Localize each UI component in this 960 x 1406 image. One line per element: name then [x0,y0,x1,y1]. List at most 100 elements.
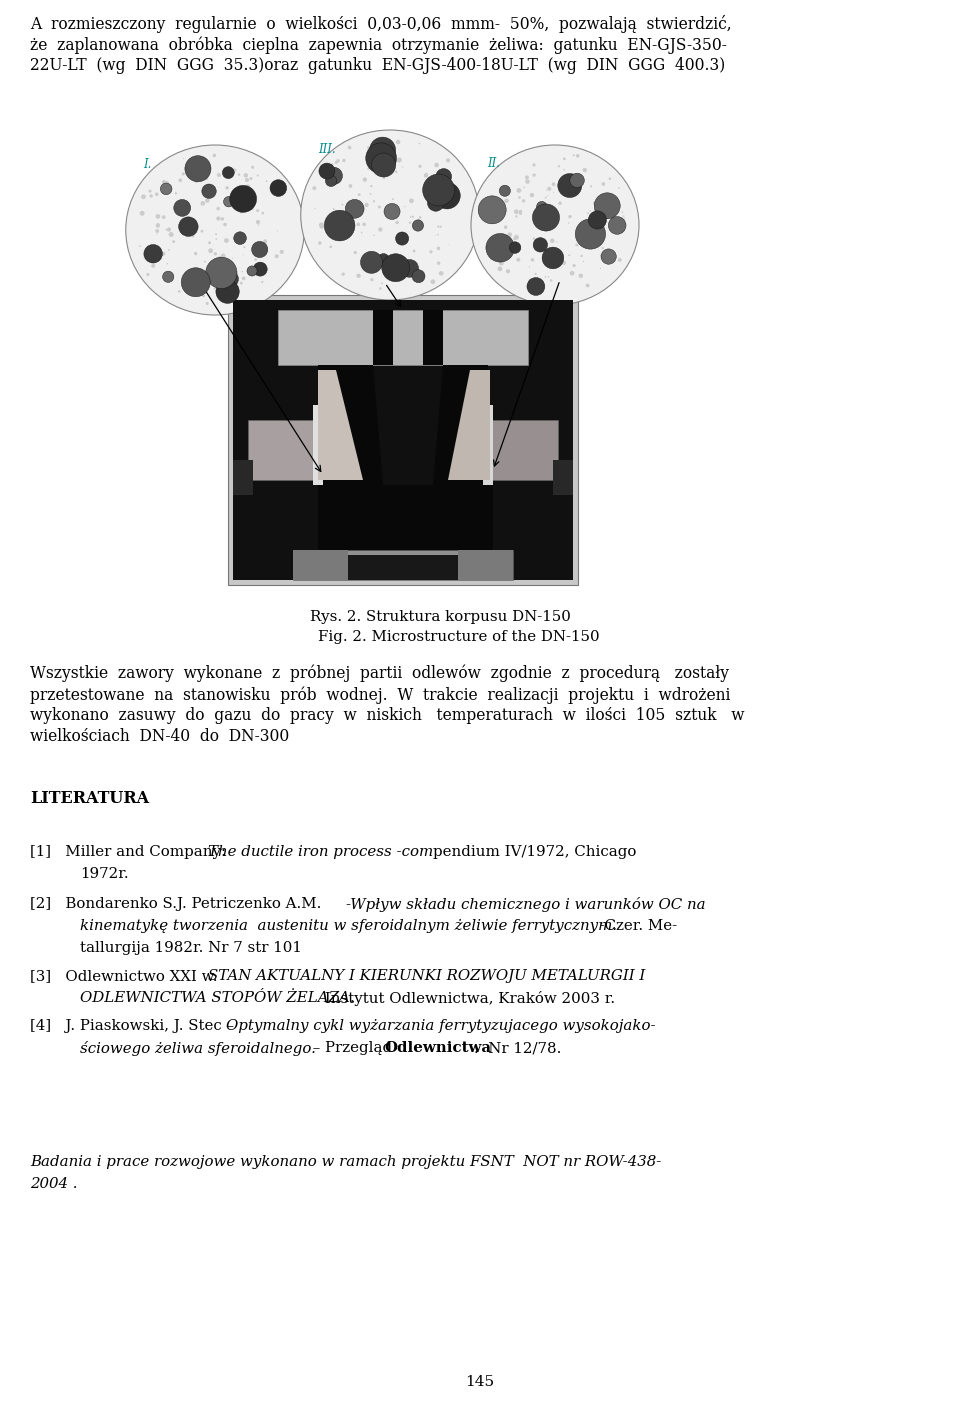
Circle shape [412,215,414,218]
Circle shape [547,187,551,191]
Circle shape [378,228,382,232]
Circle shape [568,215,571,218]
Circle shape [214,287,216,290]
Circle shape [256,174,259,177]
Circle shape [379,287,382,290]
Circle shape [550,280,552,281]
Circle shape [588,211,607,229]
Circle shape [223,222,227,226]
Circle shape [601,221,606,225]
Circle shape [216,217,221,221]
Circle shape [200,291,202,294]
Circle shape [551,259,553,260]
Circle shape [525,179,530,184]
Text: ODLEWNICTWA STOPÓW ŻELAZA.: ODLEWNICTWA STOPÓW ŻELAZA. [80,991,354,1005]
Circle shape [593,208,598,212]
Text: Odlewnictwa: Odlewnictwa [384,1040,492,1054]
Circle shape [429,250,433,253]
Circle shape [253,262,267,276]
Circle shape [366,143,396,174]
Text: [1]   Miller and Company:: [1] Miller and Company: [30,845,230,859]
Text: -Wpływ składu chemicznego i warunków OC na: -Wpływ składu chemicznego i warunków OC … [346,897,706,912]
Circle shape [224,238,228,243]
Circle shape [581,254,583,257]
Circle shape [256,219,260,224]
Circle shape [434,183,460,209]
Text: III.: III. [318,143,335,156]
Circle shape [221,217,224,221]
Text: ściowego żeliwa sferoidalnego.: ściowego żeliwa sferoidalnego. [80,1040,316,1056]
Circle shape [256,209,259,212]
Circle shape [425,173,428,176]
Circle shape [361,232,363,233]
Circle shape [361,252,382,273]
Circle shape [233,169,236,172]
Circle shape [552,183,556,186]
Text: The ductile iron process -com: The ductile iron process -com [208,845,433,859]
Circle shape [422,174,455,205]
Circle shape [179,179,182,183]
Circle shape [371,278,373,281]
Circle shape [342,273,345,276]
Circle shape [562,260,566,266]
Circle shape [576,245,578,246]
Circle shape [509,242,521,253]
Circle shape [205,174,208,177]
Bar [318,485,493,565]
Circle shape [418,219,420,222]
Circle shape [381,283,383,284]
Circle shape [518,211,522,215]
Circle shape [514,209,518,214]
Circle shape [229,186,256,212]
Circle shape [525,176,529,180]
Circle shape [247,266,257,276]
Circle shape [251,207,253,211]
Circle shape [590,186,592,187]
Circle shape [318,242,322,245]
Polygon shape [318,366,383,485]
Circle shape [378,253,389,264]
Circle shape [172,240,175,243]
Circle shape [358,193,361,195]
Circle shape [531,259,534,262]
Circle shape [506,270,509,273]
Text: że  zaplanowana  obróbka  cieplna  zapewnia  otrzymanie  żeliwa:  gatunku  EN-GJ: że zaplanowana obróbka cieplna zapewnia … [30,37,727,53]
Circle shape [579,274,583,278]
Circle shape [583,260,585,263]
Circle shape [238,173,240,176]
Circle shape [559,201,562,205]
Circle shape [335,160,338,165]
Ellipse shape [300,129,479,299]
Circle shape [564,169,565,170]
Circle shape [208,249,213,253]
Circle shape [258,225,259,226]
Circle shape [533,238,536,240]
Bar [488,420,558,479]
Circle shape [149,190,152,193]
Circle shape [191,235,194,238]
Circle shape [575,193,577,195]
Text: pendium IV/1972, Chicago: pendium IV/1972, Chicago [433,845,636,859]
Circle shape [436,169,451,184]
Circle shape [242,271,243,273]
Circle shape [165,181,169,184]
Circle shape [499,186,511,197]
Circle shape [152,264,156,267]
Circle shape [336,159,340,163]
Circle shape [166,263,168,264]
Circle shape [319,163,335,179]
Bar [553,460,573,495]
Circle shape [229,297,232,299]
Circle shape [423,173,428,177]
Circle shape [242,277,246,280]
Circle shape [427,194,444,211]
Circle shape [618,257,622,262]
Circle shape [618,187,620,188]
Circle shape [143,256,145,259]
Circle shape [160,183,172,194]
Circle shape [279,250,284,254]
Circle shape [623,215,625,217]
Text: Optymalny cykl wyżarzania ferrytyzujacego wysokojako-: Optymalny cykl wyżarzania ferrytyzujaceg… [226,1019,656,1033]
Circle shape [378,155,380,157]
Text: wykonano  zasuwy  do  gazu  do  pracy  w  niskich   temperaturach  w  ilości  10: wykonano zasuwy do gazu do pracy w niski… [30,707,745,724]
